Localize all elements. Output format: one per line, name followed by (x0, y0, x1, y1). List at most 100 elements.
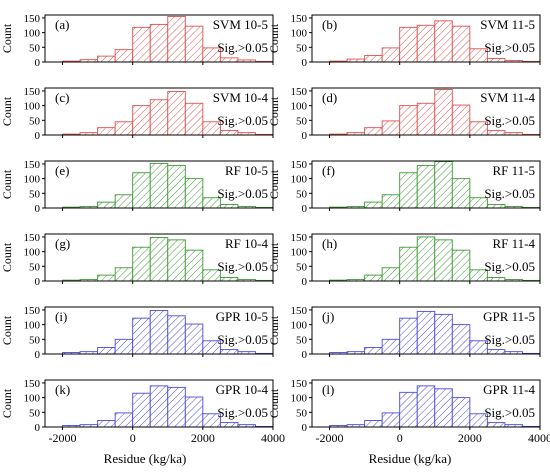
model-label: SVM 11-4 (480, 90, 535, 105)
histogram-panel-i: 0 50 100 150 Count (i) GPR 10-5 Sig.>0.05 (0, 305, 274, 361)
y-tick-label: 150 (24, 305, 41, 317)
histogram-bar (219, 204, 239, 209)
histogram-bar (149, 385, 169, 428)
histogram-bar (167, 91, 186, 136)
x-tick-label: -2000 (49, 431, 77, 445)
histogram-bar (167, 315, 186, 355)
histogram-bar (97, 420, 116, 428)
x-axis-label-left: Residue (kg/ka) (104, 451, 187, 466)
y-tick-label: 100 (291, 320, 308, 332)
model-label: SVM 10-5 (213, 17, 268, 32)
y-axis-label: Count (0, 23, 14, 53)
y-tick-label: 0 (302, 349, 308, 361)
y-axis-label: Count (267, 96, 281, 126)
histogram-bar (114, 49, 134, 63)
y-tick-label: 100 (24, 247, 41, 259)
histogram-bar (381, 338, 401, 355)
panel-letter: (a) (55, 17, 69, 32)
significance-label: Sig.>0.05 (217, 332, 268, 347)
histogram-bar (184, 102, 204, 136)
model-label: RF 10-5 (225, 163, 268, 178)
significance-label: Sig.>0.05 (217, 113, 268, 128)
significance-label: Sig.>0.05 (484, 113, 535, 128)
histogram-bar (486, 130, 506, 136)
model-label: GPR 10-5 (216, 309, 268, 324)
y-tick-label: 100 (24, 174, 41, 186)
panel-frame (44, 87, 274, 136)
histogram-bar (219, 130, 239, 136)
y-tick-label: 150 (291, 378, 308, 390)
histogram-bar (451, 324, 471, 355)
histogram-bar (219, 422, 239, 428)
histogram-bar (399, 172, 418, 209)
panel-frame (311, 14, 541, 63)
histogram-bar (149, 310, 169, 355)
y-tick-label: 150 (291, 86, 308, 98)
model-label: RF 11-4 (493, 236, 536, 251)
panel-frame (311, 160, 541, 209)
y-tick-label: 50 (296, 407, 308, 419)
y-axis-label: Count (0, 242, 14, 272)
y-tick-label: 50 (296, 188, 308, 200)
histogram-bar (97, 201, 116, 209)
histogram-bar (184, 25, 204, 63)
significance-label: Sig.>0.05 (217, 259, 268, 274)
histogram-panel-c: 0 50 100 150 Count (c) SVM 10-4 Sig.>0.05 (0, 86, 274, 142)
significance-label: Sig.>0.05 (484, 332, 535, 347)
y-tick-label: 50 (29, 115, 41, 127)
y-tick-label: 0 (302, 422, 308, 434)
histogram-bar (97, 274, 116, 282)
y-tick-label: 0 (35, 203, 41, 215)
significance-label: Sig.>0.05 (484, 259, 535, 274)
histogram-panel-a: 0 50 100 150 Count (a) SVM 10-5 Sig.>0.05 (0, 13, 274, 69)
y-tick-label: 0 (35, 276, 41, 288)
histogram-bar (132, 246, 151, 282)
y-axis-label: Count (267, 315, 281, 345)
y-axis-label: Count (267, 388, 281, 418)
panel-frame (311, 306, 541, 355)
histogram-bar (451, 397, 471, 428)
x-tick-label: 0 (130, 431, 136, 445)
y-tick-label: 50 (29, 188, 41, 200)
histogram-bar (381, 194, 401, 209)
panel-letter: (g) (55, 236, 70, 251)
histogram-bar (114, 338, 134, 355)
panel-frame (44, 306, 274, 355)
histogram-bar (486, 422, 506, 428)
y-tick-label: 150 (24, 232, 41, 244)
y-tick-label: 100 (291, 247, 308, 259)
panel-frame (311, 379, 541, 428)
histogram-bar (434, 388, 453, 428)
significance-label: Sig.>0.05 (484, 40, 535, 55)
y-tick-label: 100 (24, 393, 41, 405)
significance-label: Sig.>0.05 (217, 40, 268, 55)
y-tick-label: 100 (291, 101, 308, 113)
histogram-bar (97, 127, 116, 136)
histogram-bar (149, 237, 169, 282)
x-tick-label: 4000 (528, 431, 550, 445)
histogram-bar (132, 317, 151, 355)
y-tick-label: 0 (35, 349, 41, 361)
histogram-bar (434, 239, 453, 282)
histogram-bar (364, 420, 383, 428)
histogram-bar (219, 277, 239, 282)
histogram-bar (114, 412, 134, 428)
y-axis-label: Count (267, 23, 281, 53)
panel-letter: (i) (55, 309, 67, 324)
panel-frame (44, 233, 274, 282)
panel-letter: (l) (322, 382, 334, 397)
panel-letter: (e) (55, 163, 69, 178)
histogram-bar (451, 178, 471, 209)
histogram-bar (434, 161, 453, 209)
y-tick-label: 150 (291, 13, 308, 25)
y-tick-label: 50 (29, 42, 41, 54)
histogram-bar (97, 55, 116, 63)
histogram-bar (184, 249, 204, 282)
panels-layer: 0 50 100 150 Count (a) SVM 10-5 Sig.>0.05 0 50 100… (0, 13, 550, 445)
y-tick-label: 150 (24, 13, 41, 25)
histogram-panel-j: 0 50 100 150 Count (j) GPR 11-5 Sig.>0.05 (267, 305, 541, 361)
y-tick-label: 0 (302, 130, 308, 142)
histogram-bar (416, 102, 436, 136)
histogram-bar (416, 310, 436, 355)
histogram-bar (364, 274, 383, 282)
